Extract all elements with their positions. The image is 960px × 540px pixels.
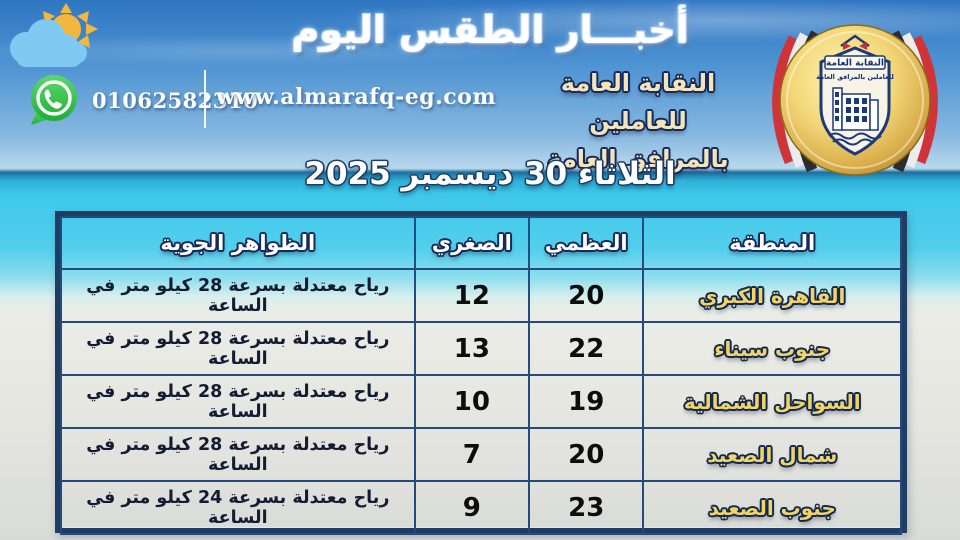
column-header-region: المنطقة xyxy=(642,216,902,270)
table-row: القاهرة الكبري 20 12 رياح معتدلة بسرعة 28 ك… xyxy=(60,268,902,323)
max-temp-cell: 20 xyxy=(528,427,645,482)
table-row: جنوب الصعيد 23 9 رياح معتدلة بسرعة 24 كيلو … xyxy=(60,480,902,535)
min-temp-cell: 13 xyxy=(413,321,531,376)
column-header-max: العظمي xyxy=(528,216,645,270)
table-header-row: المنطقة العظمي الصغري الظواهر الجوية xyxy=(60,216,902,270)
max-temp-cell: 22 xyxy=(528,321,645,376)
syndicate-name: النقابة العامة للعاملين بالمرافق العامة xyxy=(510,64,766,178)
max-temp-cell: 20 xyxy=(528,268,645,323)
min-temp-cell: 9 xyxy=(413,480,531,535)
date-heading: الثلاثاء 30 ديسمبر 2025 xyxy=(304,156,676,192)
phenomena-cell: رياح معتدلة بسرعة 28 كيلو متر في الساعة xyxy=(60,321,416,376)
logo-banner-text: النقابة العامة xyxy=(826,59,884,69)
max-temp-cell: 19 xyxy=(528,374,645,429)
phenomena-cell: رياح معتدلة بسرعة 28 كيلو متر في الساعة xyxy=(60,374,416,429)
min-temp-cell: 7 xyxy=(413,427,531,482)
column-header-min: الصغري xyxy=(413,216,531,270)
region-cell: السواحل الشمالية xyxy=(642,374,902,429)
region-cell: جنوب سيناء xyxy=(642,321,902,376)
website-url: www.almarafq-eg.com xyxy=(216,84,497,110)
column-header-phenomena: الظواهر الجوية xyxy=(60,216,416,270)
whatsapp-icon xyxy=(31,75,77,125)
region-cell: القاهرة الكبري xyxy=(642,268,902,323)
min-temp-cell: 10 xyxy=(413,374,531,429)
syndicate-name-line2: بالمرافق العامة xyxy=(547,145,729,173)
header-divider xyxy=(204,70,206,128)
contact-row: 01062582310 xyxy=(28,72,258,128)
weather-table-frame: المنطقة العظمي الصغري الظواهر الجوية الق… xyxy=(55,211,907,535)
region-cell: شمال الصعيد xyxy=(642,427,902,482)
weather-table: المنطقة العظمي الصغري الظواهر الجوية الق… xyxy=(60,216,902,535)
page-title: أخبـــار الطقس اليوم xyxy=(291,8,689,52)
weather-table-body: القاهرة الكبري 20 12 رياح معتدلة بسرعة 28 ك… xyxy=(60,268,902,535)
phenomena-cell: رياح معتدلة بسرعة 28 كيلو متر في الساعة xyxy=(60,268,416,323)
max-temp-cell: 23 xyxy=(528,480,645,535)
phenomena-cell: رياح معتدلة بسرعة 24 كيلو متر في الساعة xyxy=(60,480,416,535)
table-row: جنوب سيناء 22 13 رياح معتدلة بسرعة 28 كيلو … xyxy=(60,321,902,376)
min-temp-cell: 12 xyxy=(413,268,531,323)
phone-number: 01062582310 xyxy=(92,87,259,113)
table-row: السواحل الشمالية 19 10 رياح معتدلة بسرعة 28… xyxy=(60,374,902,429)
phenomena-cell: رياح معتدلة بسرعة 28 كيلو متر في الساعة xyxy=(60,427,416,482)
logo-sub-text: للعاملين بالمرافق العامة xyxy=(816,73,894,81)
region-cell: جنوب الصعيد xyxy=(642,480,902,535)
table-row: شمال الصعيد 20 7 رياح معتدلة بسرعة 28 كيلو … xyxy=(60,427,902,482)
syndicate-name-line1: النقابة العامة للعاملين xyxy=(560,69,716,135)
sun-cloud-icon xyxy=(10,3,98,67)
syndicate-logo: النقابة العامة للعاملين بالمرافق العامة xyxy=(772,24,938,176)
